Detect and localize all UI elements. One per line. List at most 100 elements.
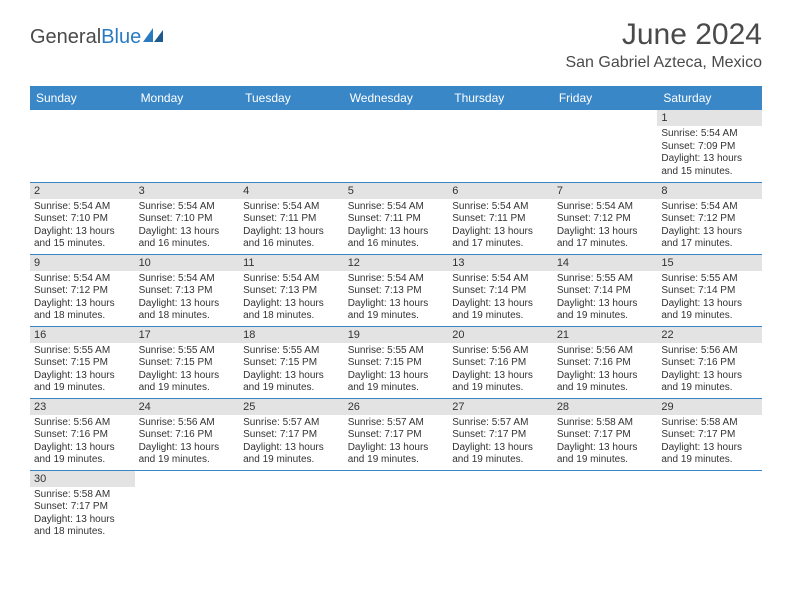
day-number: 27 <box>448 399 553 415</box>
calendar-cell: 25Sunrise: 5:57 AMSunset: 7:17 PMDayligh… <box>239 398 344 470</box>
sunset-line: Sunset: 7:10 PM <box>139 213 236 226</box>
daylight-line: Daylight: 13 hours and 18 minutes. <box>243 298 340 323</box>
day-number: 10 <box>135 255 240 271</box>
day-header: Wednesday <box>344 86 449 110</box>
daylight-line: Daylight: 13 hours and 17 minutes. <box>661 226 758 251</box>
sunset-line: Sunset: 7:15 PM <box>243 357 340 370</box>
calendar-cell: 9Sunrise: 5:54 AMSunset: 7:12 PMDaylight… <box>30 254 135 326</box>
sunrise-line: Sunrise: 5:56 AM <box>34 417 131 430</box>
sunrise-line: Sunrise: 5:55 AM <box>243 345 340 358</box>
calendar-table: SundayMondayTuesdayWednesdayThursdayFrid… <box>30 86 762 542</box>
daylight-line: Daylight: 13 hours and 19 minutes. <box>661 442 758 467</box>
day-content: Sunrise: 5:57 AMSunset: 7:17 PMDaylight:… <box>239 415 344 469</box>
sunset-line: Sunset: 7:17 PM <box>452 429 549 442</box>
calendar-cell: 7Sunrise: 5:54 AMSunset: 7:12 PMDaylight… <box>553 182 658 254</box>
day-content: Sunrise: 5:55 AMSunset: 7:15 PMDaylight:… <box>30 343 135 397</box>
daylight-line: Daylight: 13 hours and 19 minutes. <box>557 298 654 323</box>
sunset-line: Sunset: 7:16 PM <box>139 429 236 442</box>
sunrise-line: Sunrise: 5:54 AM <box>452 201 549 214</box>
calendar-cell: 1Sunrise: 5:54 AMSunset: 7:09 PMDaylight… <box>657 110 762 182</box>
day-content: Sunrise: 5:54 AMSunset: 7:10 PMDaylight:… <box>135 199 240 253</box>
day-content: Sunrise: 5:56 AMSunset: 7:16 PMDaylight:… <box>553 343 658 397</box>
daylight-line: Daylight: 13 hours and 16 minutes. <box>243 226 340 251</box>
day-content: Sunrise: 5:54 AMSunset: 7:11 PMDaylight:… <box>344 199 449 253</box>
sunset-line: Sunset: 7:14 PM <box>452 285 549 298</box>
day-number: 26 <box>344 399 449 415</box>
day-content: Sunrise: 5:54 AMSunset: 7:12 PMDaylight:… <box>657 199 762 253</box>
calendar-row: 1Sunrise: 5:54 AMSunset: 7:09 PMDaylight… <box>30 110 762 182</box>
day-header: Thursday <box>448 86 553 110</box>
daylight-line: Daylight: 13 hours and 17 minutes. <box>557 226 654 251</box>
calendar-cell: 11Sunrise: 5:54 AMSunset: 7:13 PMDayligh… <box>239 254 344 326</box>
sunset-line: Sunset: 7:12 PM <box>661 213 758 226</box>
day-number: 7 <box>553 183 658 199</box>
sunrise-line: Sunrise: 5:56 AM <box>557 345 654 358</box>
day-number: 11 <box>239 255 344 271</box>
sunset-line: Sunset: 7:17 PM <box>243 429 340 442</box>
day-number: 14 <box>553 255 658 271</box>
calendar-cell: 23 Sunrise: 5:56 AMSunset: 7:16 PMDayligh… <box>30 398 135 470</box>
day-number: 5 <box>344 183 449 199</box>
calendar-cell <box>553 110 658 182</box>
day-number: 29 <box>657 399 762 415</box>
day-number: 17 <box>135 327 240 343</box>
sunset-line: Sunset: 7:17 PM <box>661 429 758 442</box>
daylight-line: Daylight: 13 hours and 19 minutes. <box>348 442 445 467</box>
day-content: Sunrise: 5:56 AMSunset: 7:16 PMDaylight:… <box>657 343 762 397</box>
calendar-cell <box>239 470 344 542</box>
sunset-line: Sunset: 7:17 PM <box>34 501 131 514</box>
calendar-cell: 19Sunrise: 5:55 AMSunset: 7:15 PMDayligh… <box>344 326 449 398</box>
day-number: 6 <box>448 183 553 199</box>
daylight-line: Daylight: 13 hours and 19 minutes. <box>139 442 236 467</box>
day-header-row: SundayMondayTuesdayWednesdayThursdayFrid… <box>30 86 762 110</box>
daylight-line: Daylight: 13 hours and 19 minutes. <box>139 370 236 395</box>
sunset-line: Sunset: 7:12 PM <box>34 285 131 298</box>
calendar-row: 23Sunrise: 5:56 AMSunset: 7:16 PMDayligh… <box>30 398 762 470</box>
sunset-line: Sunset: 7:13 PM <box>139 285 236 298</box>
sunset-line: Sunset: 7:16 PM <box>452 357 549 370</box>
calendar-head: SundayMondayTuesdayWednesdayThursdayFrid… <box>30 86 762 110</box>
daylight-line: Daylight: 13 hours and 18 minutes. <box>34 298 131 323</box>
sunset-line: Sunset: 7:16 PM <box>34 429 131 442</box>
sunrise-line: Sunrise: 5:57 AM <box>348 417 445 430</box>
sunset-line: Sunset: 7:09 PM <box>661 141 758 154</box>
calendar-cell: 10Sunrise: 5:54 AMSunset: 7:13 PMDayligh… <box>135 254 240 326</box>
calendar-cell: 29Sunrise: 5:58 AMSunset: 7:17 PMDayligh… <box>657 398 762 470</box>
daylight-line: Daylight: 13 hours and 19 minutes. <box>34 442 131 467</box>
day-content: Sunrise: 5:56 AMSunset: 7:16 PMDaylight:… <box>135 415 240 469</box>
sunrise-line: Sunrise: 5:54 AM <box>557 201 654 214</box>
calendar-cell: 3Sunrise: 5:54 AMSunset: 7:10 PMDaylight… <box>135 182 240 254</box>
day-number: 8 <box>657 183 762 199</box>
day-number: 24 <box>135 399 240 415</box>
sunset-line: Sunset: 7:13 PM <box>348 285 445 298</box>
day-content: Sunrise: 5:54 AMSunset: 7:12 PMDaylight:… <box>553 199 658 253</box>
title-block: June 2024 San Gabriel Azteca, Mexico <box>565 18 762 72</box>
calendar-cell: 12Sunrise: 5:54 AMSunset: 7:13 PMDayligh… <box>344 254 449 326</box>
day-content: Sunrise: 5:56 AMSunset: 7:16 PMDaylight:… <box>448 343 553 397</box>
day-header: Monday <box>135 86 240 110</box>
day-content: Sunrise: 5:55 AMSunset: 7:14 PMDaylight:… <box>553 271 658 325</box>
sunset-line: Sunset: 7:11 PM <box>348 213 445 226</box>
sunset-line: Sunset: 7:16 PM <box>557 357 654 370</box>
day-number: 21 <box>553 327 658 343</box>
sunrise-line: Sunrise: 5:55 AM <box>557 273 654 286</box>
daylight-line: Daylight: 13 hours and 19 minutes. <box>243 370 340 395</box>
calendar-cell <box>657 470 762 542</box>
day-number: 3 <box>135 183 240 199</box>
calendar-cell <box>344 110 449 182</box>
day-number: 4 <box>239 183 344 199</box>
sunrise-line: Sunrise: 5:54 AM <box>348 273 445 286</box>
daylight-line: Daylight: 13 hours and 16 minutes. <box>139 226 236 251</box>
sunrise-line: Sunrise: 5:56 AM <box>452 345 549 358</box>
calendar-cell: 30Sunrise: 5:58 AMSunset: 7:17 PMDayligh… <box>30 470 135 542</box>
day-content: Sunrise: 5:54 AMSunset: 7:14 PMDaylight:… <box>448 271 553 325</box>
calendar-cell: 20Sunrise: 5:56 AMSunset: 7:16 PMDayligh… <box>448 326 553 398</box>
day-number: 20 <box>448 327 553 343</box>
sunset-line: Sunset: 7:16 PM <box>661 357 758 370</box>
day-number: 15 <box>657 255 762 271</box>
calendar-cell: 2Sunrise: 5:54 AMSunset: 7:10 PMDaylight… <box>30 182 135 254</box>
day-header: Friday <box>553 86 658 110</box>
day-number: 23 <box>30 399 135 415</box>
day-content: Sunrise: 5:58 AMSunset: 7:17 PMDaylight:… <box>30 487 135 541</box>
daylight-line: Daylight: 13 hours and 19 minutes. <box>661 298 758 323</box>
